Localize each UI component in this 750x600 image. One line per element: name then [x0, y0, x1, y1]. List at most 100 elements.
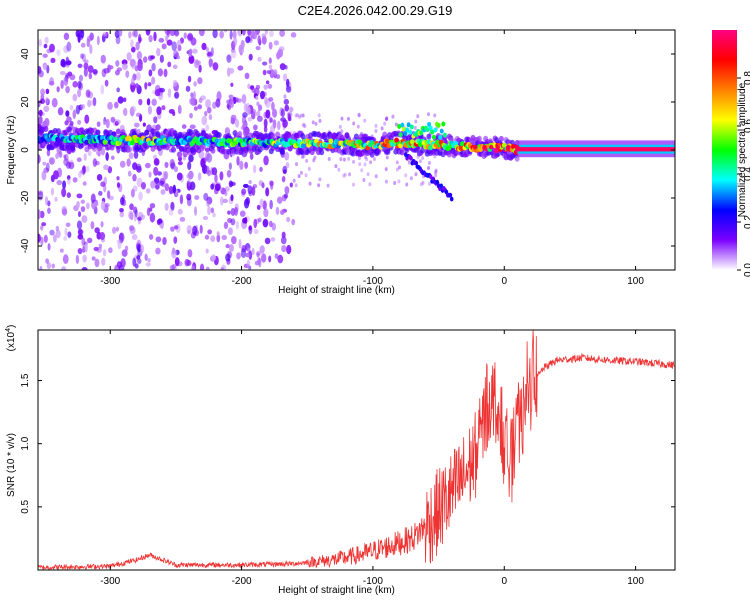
heatmap-cell	[237, 65, 244, 71]
spectrogram-y-axis-label: Frequency (Hz)	[6, 116, 17, 185]
heatmap-cell	[51, 97, 58, 108]
heatmap-cell	[211, 167, 218, 176]
heatmap-cell	[357, 112, 361, 117]
heatmap-cell	[201, 42, 207, 51]
heatmap-cell	[297, 174, 301, 179]
heatmap-cell	[511, 144, 516, 150]
heatmap-cell	[87, 237, 93, 244]
heatmap-cell	[281, 244, 287, 253]
y-tick-label: 40	[20, 48, 31, 60]
colorbar-tick-label: 0.8	[743, 71, 750, 85]
heatmap-cell	[227, 227, 233, 236]
heatmap-cell	[118, 232, 124, 243]
heatmap-cell	[340, 116, 344, 121]
heatmap-cell	[136, 166, 142, 173]
heatmap-cell	[244, 72, 250, 80]
heatmap-cell	[138, 98, 143, 106]
heatmap-cell	[257, 104, 263, 111]
heatmap-cell	[248, 250, 253, 260]
heatmap-cell	[252, 164, 257, 174]
heatmap-cell	[81, 267, 88, 270]
heatmap-cell	[136, 177, 143, 188]
heatmap-cell	[248, 180, 252, 185]
heatmap-cell	[173, 236, 178, 244]
x-tick-label: -100	[363, 276, 383, 287]
heatmap-cell	[147, 258, 151, 263]
heatmap-cell	[237, 30, 243, 37]
heatmap-cell	[132, 162, 138, 170]
heatmap-cell	[280, 236, 287, 245]
heatmap-cell	[269, 30, 274, 38]
heatmap-cell	[408, 129, 413, 135]
heatmap-cell	[226, 54, 232, 63]
x-tick-label: -200	[232, 276, 252, 287]
heatmap-cell	[172, 184, 177, 194]
heatmap-cell	[212, 62, 219, 71]
heatmap-cell	[357, 156, 361, 161]
heatmap-cell	[198, 64, 202, 73]
heatmap-cell	[129, 203, 134, 211]
heatmap-cell	[117, 96, 124, 104]
heatmap-cell	[163, 68, 168, 78]
heatmap-cell	[129, 58, 136, 68]
heatmap-cell	[197, 77, 203, 85]
heatmap-cell	[247, 83, 251, 90]
heatmap-cell	[199, 263, 205, 270]
heatmap-cell	[40, 225, 44, 231]
heatmap-cell	[514, 155, 520, 162]
heatmap-cell	[41, 170, 47, 181]
heatmap-cell	[77, 63, 83, 69]
snr-series-line	[38, 330, 675, 570]
heatmap-cell	[130, 105, 137, 113]
heatmap-cell	[114, 30, 120, 39]
heatmap-cell	[46, 262, 52, 270]
heatmap-cell	[69, 74, 76, 81]
heatmap-cell	[99, 232, 106, 241]
heatmap-cell	[148, 34, 153, 43]
heatmap-cell	[515, 144, 520, 150]
heatmap-cell	[126, 146, 132, 153]
multiplier-close: )	[6, 325, 17, 328]
heatmap-cell	[44, 36, 49, 45]
heatmap-cell	[482, 144, 487, 150]
heatmap-cell	[265, 80, 270, 85]
heatmap-cell	[137, 258, 142, 264]
heatmap-cell	[311, 120, 315, 125]
x-tick-label: -300	[100, 576, 120, 587]
heatmap-cell	[153, 31, 157, 42]
heatmap-cell	[401, 126, 406, 132]
heatmap-cell	[271, 222, 276, 231]
colorbar: 0.0 0.2 0.4 0.6 0.8 Normalized spectral ampl…	[712, 30, 750, 277]
heatmap-cell	[239, 210, 246, 217]
heatmap-cell	[216, 132, 222, 139]
heatmap-cell	[208, 58, 214, 67]
spectrogram-x-axis-label: Height of straight line (km)	[278, 285, 395, 296]
heatmap-cell	[177, 104, 182, 115]
heatmap-cell	[210, 183, 215, 190]
x-tick-label: 0	[501, 276, 507, 287]
heatmap-cell	[275, 206, 280, 215]
heatmap-cell	[50, 57, 56, 64]
heatmap-cell	[418, 159, 422, 164]
heatmap-cell	[409, 155, 413, 161]
heatmap-cell	[82, 254, 88, 263]
heatmap-cell	[374, 129, 378, 134]
heatmap-cell	[155, 247, 161, 255]
heatmap-cell	[61, 208, 68, 216]
heatmap-cell	[145, 262, 151, 267]
heatmap-cell	[433, 127, 438, 133]
heatmap-cell	[86, 38, 91, 48]
heatmap-cell	[221, 234, 228, 241]
heatmap-cell	[300, 133, 306, 140]
chart-title: C2E4.2026.042.00.29.G19	[298, 3, 453, 18]
heatmap-cell	[102, 31, 108, 37]
heatmap-cell	[146, 98, 151, 106]
heatmap-cell	[414, 172, 418, 177]
heatmap-cell	[46, 48, 53, 54]
heatmap-cell	[393, 180, 397, 185]
heatmap-cell	[96, 149, 101, 156]
heatmap-cell	[242, 127, 249, 137]
heatmap-cell	[115, 226, 119, 232]
heatmap-cell	[395, 160, 399, 165]
heatmap-cell	[188, 51, 193, 58]
